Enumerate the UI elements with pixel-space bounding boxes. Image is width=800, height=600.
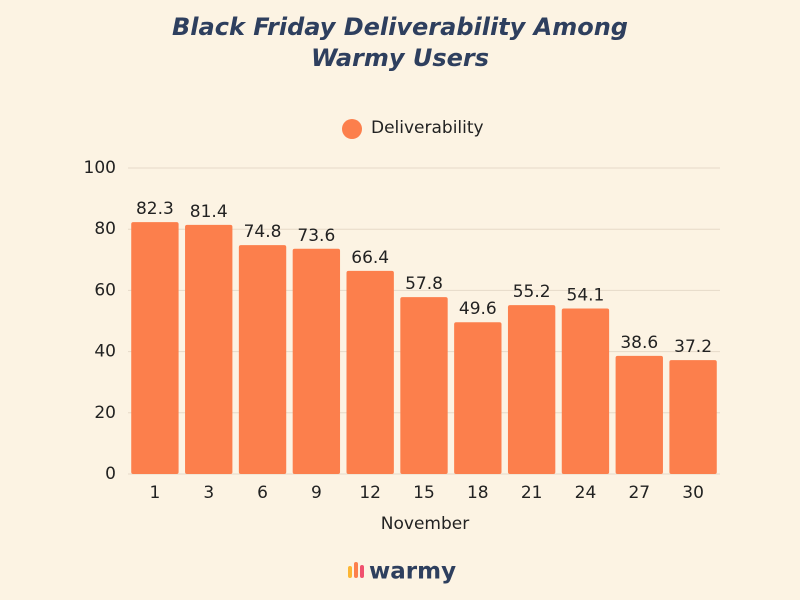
- bar: [454, 322, 502, 474]
- y-tick-label: 60: [94, 280, 116, 300]
- x-tick-label: 18: [467, 483, 489, 503]
- bar: [238, 245, 287, 474]
- bar: [561, 308, 610, 474]
- data-label: 82.3: [136, 199, 174, 219]
- x-axis-label: November: [381, 514, 469, 534]
- data-label: 74.8: [244, 222, 282, 242]
- logo-icon: [360, 565, 364, 578]
- x-tick-label: 30: [682, 483, 704, 503]
- data-label: 54.1: [567, 285, 605, 305]
- y-tick-label: 0: [105, 464, 116, 484]
- data-label: 38.6: [620, 333, 658, 353]
- bar: [669, 360, 717, 474]
- y-tick-label: 100: [84, 158, 116, 178]
- logo-icon: [348, 566, 352, 578]
- legend-marker: [342, 119, 362, 139]
- bar: [400, 297, 448, 474]
- legend-label: Deliverability: [371, 118, 484, 138]
- data-label: 49.6: [459, 299, 497, 319]
- logo-text: warmy: [369, 559, 456, 585]
- x-tick-label: 9: [311, 483, 322, 503]
- data-label: 66.4: [351, 248, 389, 268]
- x-tick-label: 3: [203, 483, 214, 503]
- y-tick-label: 80: [94, 219, 116, 239]
- bar: [346, 270, 394, 474]
- bar: [507, 305, 556, 474]
- x-tick-label: 15: [413, 483, 435, 503]
- x-tick-label: 21: [521, 483, 543, 503]
- bar: [185, 224, 233, 474]
- x-tick-label: 6: [257, 483, 268, 503]
- bar: [615, 355, 663, 474]
- data-label: 55.2: [513, 282, 551, 302]
- x-tick-label: 12: [359, 483, 381, 503]
- data-label: 81.4: [190, 202, 228, 222]
- logo-icon: [354, 562, 358, 578]
- bar: [131, 222, 179, 474]
- logo: warmy: [348, 559, 456, 585]
- y-tick-label: 20: [94, 403, 116, 423]
- chart-title: Black Friday Deliverability Among Warmy …: [172, 13, 628, 72]
- x-tick-label: 27: [628, 483, 650, 503]
- y-tick-label: 40: [94, 342, 116, 362]
- x-tick-label: 24: [575, 483, 597, 503]
- x-tick-label: 1: [149, 483, 160, 503]
- data-label: 73.6: [297, 226, 335, 246]
- data-label: 37.2: [674, 337, 712, 357]
- bar: [292, 248, 341, 474]
- data-label: 57.8: [405, 274, 443, 294]
